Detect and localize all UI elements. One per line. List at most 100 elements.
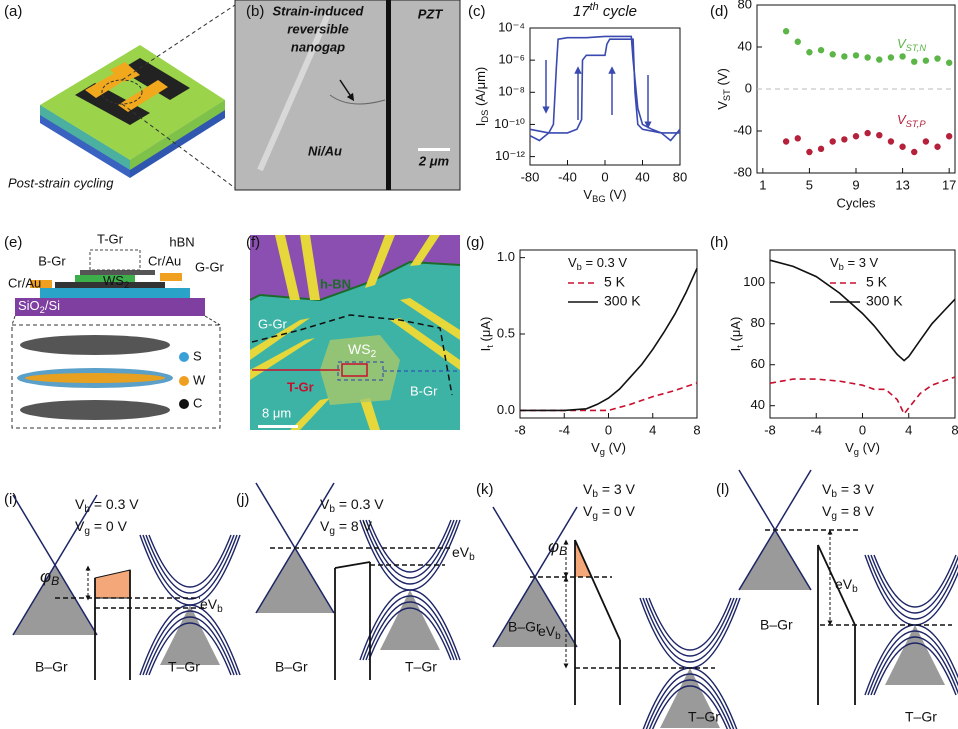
label: hBN	[169, 234, 194, 249]
text-part: 2	[124, 280, 129, 290]
text-part: (V)	[605, 440, 626, 455]
barrier-line	[574, 539, 621, 641]
point	[852, 133, 860, 140]
plot-frame	[769, 249, 956, 419]
point	[911, 148, 918, 156]
sweep-arrows	[542, 60, 652, 129]
text-part: eV	[835, 576, 853, 592]
text-part: ST,N	[906, 43, 927, 53]
text-part: = 3 V	[598, 481, 636, 497]
text-part: = 8 V	[335, 518, 373, 534]
line	[529, 35, 681, 142]
bias-label: Vb = 0.3 V	[75, 496, 139, 515]
legend-label: S	[193, 348, 202, 363]
y-tick-label: 80	[738, 0, 752, 11]
text-part: ST,P	[906, 119, 927, 129]
electrode-label: T–Gr	[688, 709, 720, 725]
label: Cr/Au	[8, 275, 41, 290]
band-line	[870, 636, 958, 696]
barrier-line	[334, 561, 371, 569]
band-line	[365, 519, 455, 579]
gate-label: Vg = 8 V	[822, 503, 875, 522]
x-tick-label: 0	[601, 169, 608, 184]
x-axis-label: Vg (V)	[591, 440, 626, 457]
barrier-fill	[94, 569, 131, 599]
text-part: (μA)	[728, 317, 743, 345]
band-line	[368, 519, 452, 573]
band-line	[864, 624, 958, 696]
x-tick-label: 4	[649, 422, 656, 437]
text-part: g	[84, 526, 90, 537]
text-part: ST	[722, 89, 732, 101]
y-axis-label: It (μA)	[728, 317, 745, 352]
text-part: WS	[103, 273, 124, 288]
y-tick-label: 10⁻¹⁰	[494, 116, 525, 131]
text-part: (μA)	[478, 317, 493, 345]
electrode-label: B–Gr	[275, 659, 308, 675]
panel-label: (c)	[468, 3, 486, 20]
text-part: V	[897, 112, 907, 127]
y-tick-label: 60	[751, 356, 765, 371]
panel-label: (b)	[246, 3, 264, 20]
y-axis-label: It (μA)	[478, 317, 495, 352]
y-tick-label: -80	[733, 164, 752, 179]
x-tick-label: 8	[693, 422, 700, 437]
text-part: V	[568, 255, 577, 270]
y-tick-label: 0.5	[497, 325, 515, 340]
point	[899, 143, 906, 150]
x-tick-label: -4	[810, 422, 822, 437]
text-part: V	[715, 101, 730, 110]
line	[769, 376, 956, 416]
y-tick-label: 0	[745, 80, 752, 95]
text-part: = 0.3 V	[582, 255, 627, 270]
point	[887, 54, 895, 61]
band-line	[645, 673, 735, 729]
band-fill	[256, 548, 334, 613]
point	[806, 49, 813, 56]
band-line	[652, 685, 728, 729]
label: T-Gr	[287, 379, 314, 394]
band-line	[148, 534, 232, 588]
band-line	[639, 597, 741, 669]
text-part: b	[831, 489, 837, 500]
band-fill	[739, 530, 811, 590]
y-tick-label: -40	[733, 122, 752, 137]
text-part: = 0 V	[90, 518, 128, 534]
text-part: (V)	[606, 187, 627, 202]
band-line	[368, 607, 452, 661]
band-fill	[493, 577, 577, 647]
text-part: SiO	[18, 298, 40, 313]
legend-label: 300 K	[604, 293, 641, 309]
y-tick-label: 80	[751, 315, 765, 330]
gate-label: Vg = 0 V	[75, 518, 128, 537]
band-line	[362, 595, 458, 661]
line	[520, 382, 698, 412]
legend-title: Vb = 3 V	[830, 255, 879, 272]
panel-label: (e)	[4, 234, 22, 251]
point	[876, 56, 883, 63]
y-tick-label: 40	[751, 397, 765, 412]
x-tick-label: 17	[942, 177, 956, 192]
text-part: B	[559, 544, 567, 558]
point	[922, 138, 930, 145]
text-part: 17	[573, 3, 590, 20]
label: WS2	[103, 273, 129, 290]
label: SiO2/Si	[18, 298, 60, 315]
point	[829, 51, 836, 58]
text-part: V	[897, 36, 907, 51]
plot-frame	[529, 27, 681, 166]
band-line	[867, 630, 958, 696]
text-part: φ	[548, 537, 559, 556]
band-line	[12, 494, 98, 636]
point	[899, 53, 906, 60]
text-part: eV	[200, 596, 218, 612]
text-part: g	[329, 526, 335, 537]
x-tick-label: -8	[514, 422, 526, 437]
x-tick-label: 40	[635, 169, 649, 184]
series-label: VST,P	[897, 112, 926, 129]
text-part: b	[217, 604, 223, 615]
text-part: V	[830, 255, 839, 270]
line	[520, 267, 698, 412]
x-tick-label: 1	[759, 177, 766, 192]
